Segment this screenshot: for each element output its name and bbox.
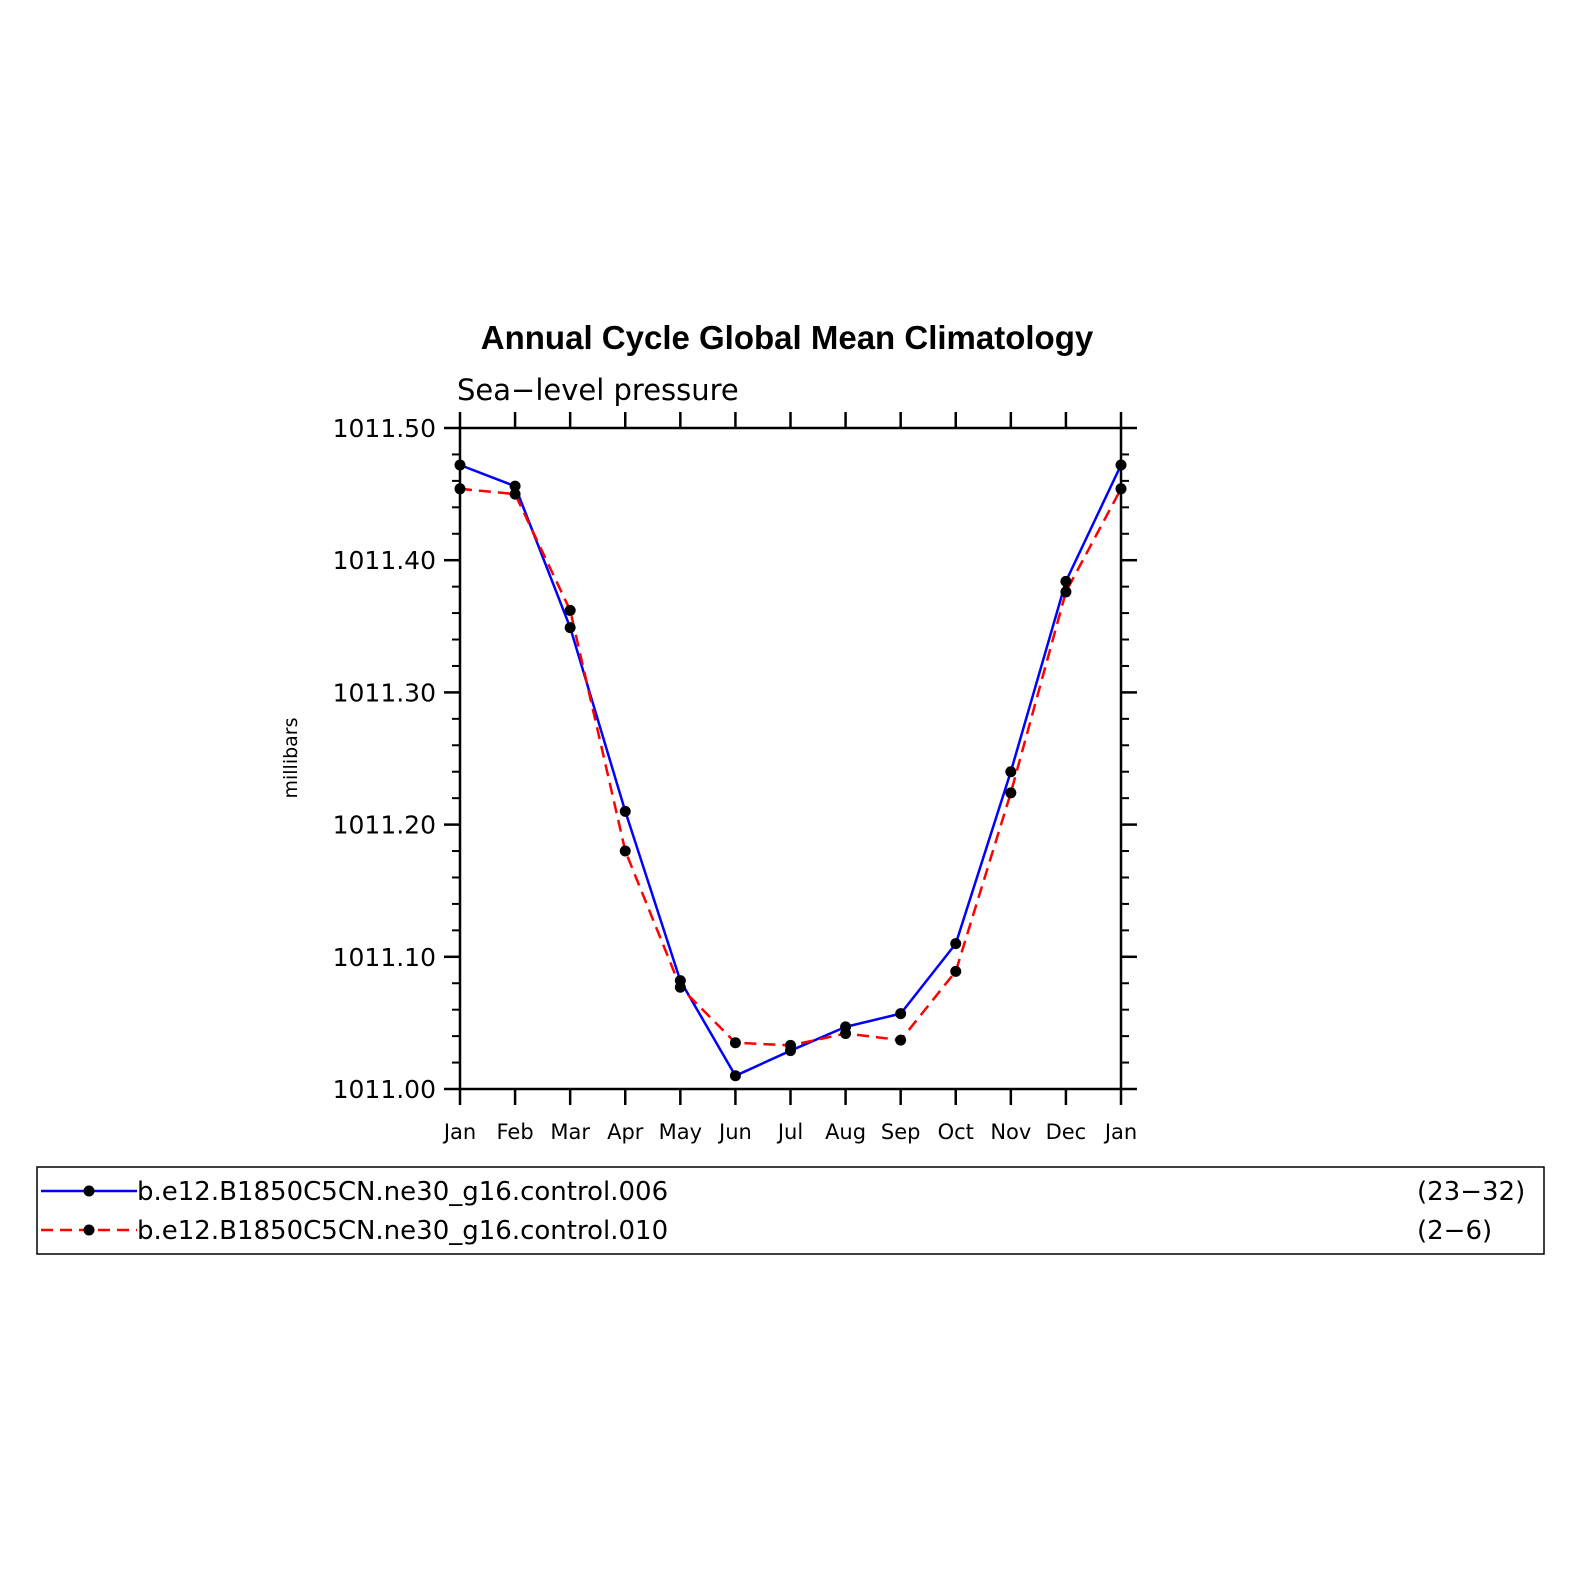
x-tick-label: Apr [607,1120,644,1144]
x-tick-label: May [659,1120,702,1144]
x-tick-label: Oct [938,1120,974,1144]
series-line-1 [459,463,1123,1078]
series-2-point-jul [785,1039,796,1051]
y-tick-label: 1011.20 [333,811,436,840]
series-layer [454,459,1127,1082]
series-2-point-nov [1005,787,1017,799]
axes: 1011.00 1011.10 1011.20 1011.30 1011.40 1011.… [333,412,1137,1144]
x-tick-label: Jan [1103,1120,1137,1144]
legend-years-series-2: (2−6) [1417,1216,1492,1246]
series-2-point-aug [840,1027,852,1039]
y-axis-label: millibars [280,717,302,798]
series-2-point-sep [895,1034,907,1046]
series-1-point-jan [454,459,466,471]
legend: b.e12.B1850C5CN.ne30_g16.control.006 (23… [36,1166,1545,1255]
legend-label-series-1: b.e12.B1850C5CN.ne30_g16.control.006 [137,1177,668,1207]
chart-title: Annual Cycle Global Mean Climatology [481,319,1094,356]
legend-years-series-1: (23−32) [1417,1177,1525,1207]
series-1-point-mar [564,622,576,634]
series-1-point-apr [619,805,631,817]
x-tick-label: Jun [717,1120,752,1144]
series-2-point-feb [509,488,521,500]
x-tick-label: Mar [550,1120,590,1144]
series-1-point-feb [509,480,521,492]
series-2-point-jan [454,483,466,495]
series-1-point-dec [1060,575,1072,587]
y-tick-label: 1011.50 [333,414,436,443]
x-tick-label: Nov [990,1120,1031,1144]
x-tick-label: Sep [881,1120,921,1144]
x-tick-label: Jul [776,1120,803,1144]
series-2-point-oct [950,965,962,977]
series-2-point-dec [1060,586,1072,598]
series-2-point-may [674,981,686,993]
x-tick-label: Aug [825,1120,866,1144]
series-2-point-jan [1115,483,1127,495]
y-tick-label: 1011.30 [333,678,436,707]
series-2-point-jun [729,1037,741,1049]
series-1-point-jun [729,1070,741,1082]
series-line-2 [459,487,1123,1047]
legend-marker-series-1 [83,1185,95,1197]
y-tick-label: 1011.10 [333,943,436,972]
series-2-point-apr [619,845,631,857]
series-1-point-oct [950,938,962,950]
plot-frame [458,426,1123,1091]
x-tick-label: Feb [496,1120,533,1144]
series-1-point-jan [1115,459,1127,471]
y-tick-label: 1011.00 [333,1075,436,1104]
y-tick-label: 1011.40 [333,546,436,575]
legend-marker-series-2 [83,1224,95,1236]
legend-box [36,1166,1545,1255]
series-1-point-nov [1005,766,1017,778]
x-tick-label: Dec [1046,1120,1087,1144]
series-1-point-sep [895,1008,907,1020]
x-tick-label: Jan [442,1120,476,1144]
series-2-point-mar [564,604,576,616]
chart-subtitle: Sea−level pressure [457,373,739,407]
legend-label-series-2: b.e12.B1850C5CN.ne30_g16.control.010 [137,1216,668,1246]
